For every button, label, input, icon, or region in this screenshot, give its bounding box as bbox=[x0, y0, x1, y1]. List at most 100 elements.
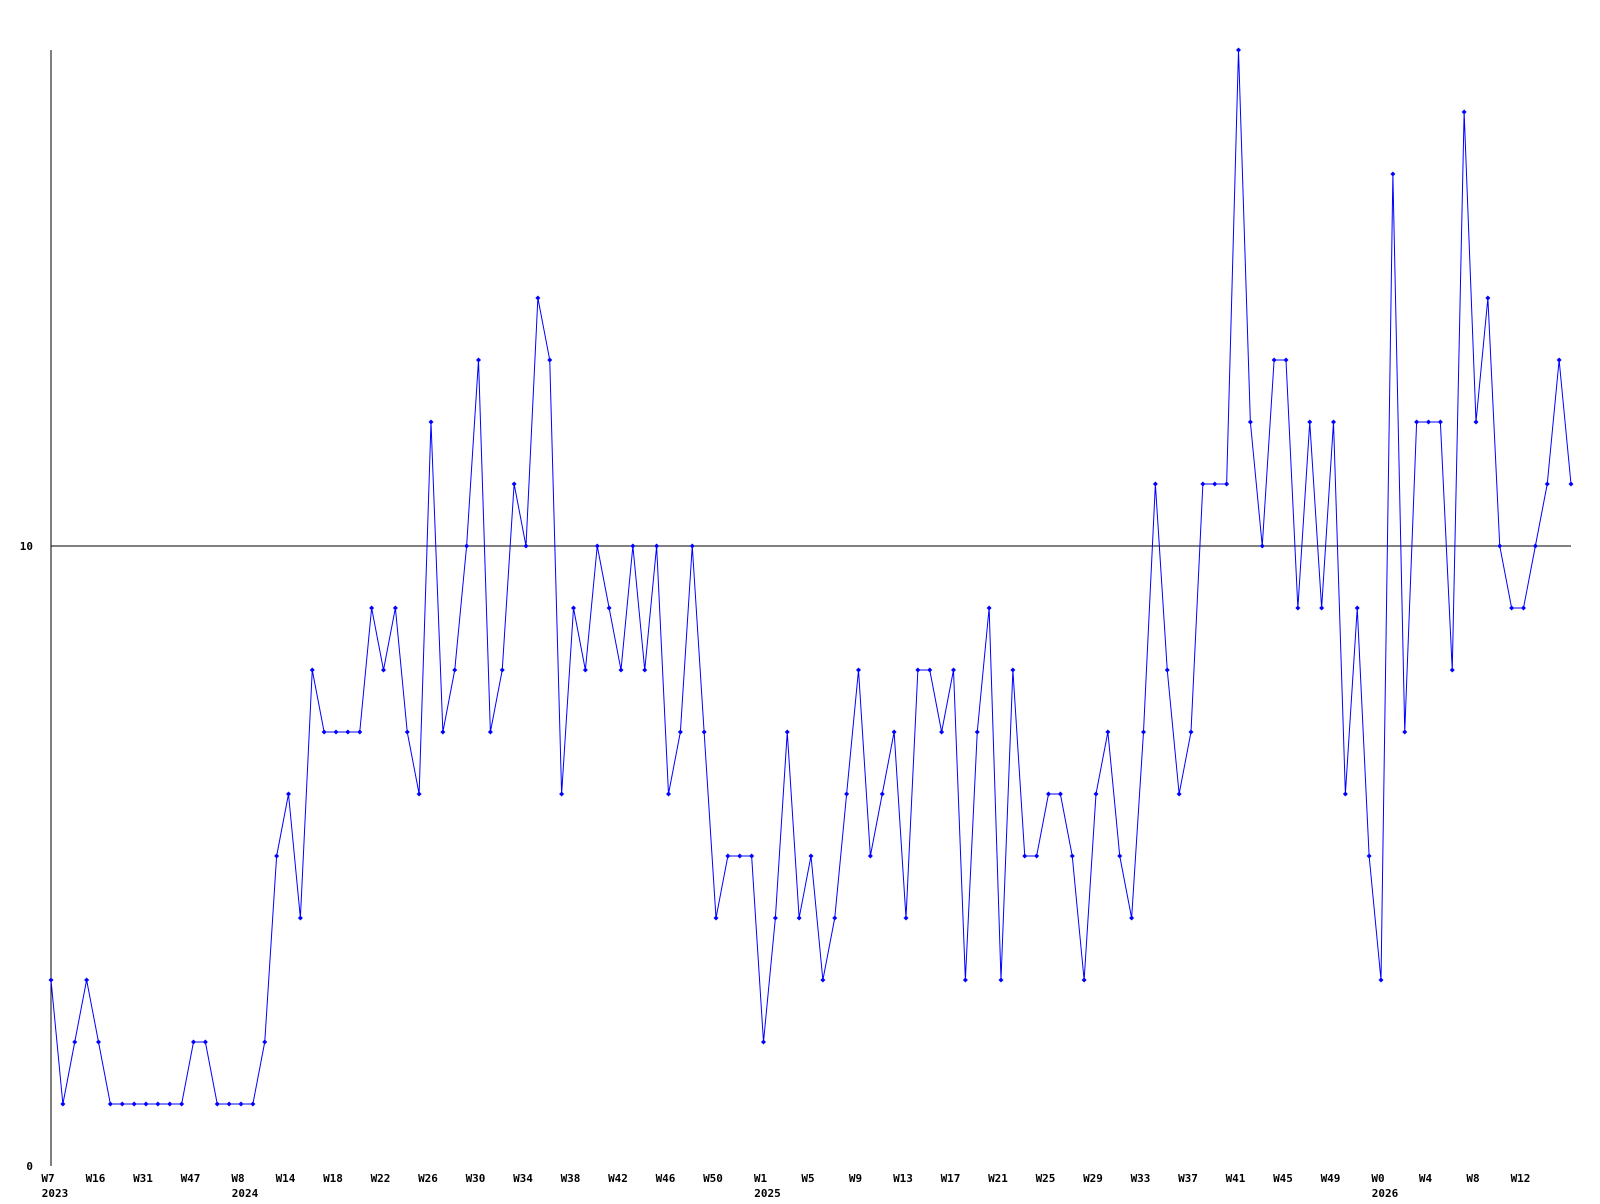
data-point bbox=[1437, 419, 1443, 425]
x-tick-label: W29 bbox=[1083, 1172, 1103, 1185]
x-tick-label: W12 bbox=[1511, 1172, 1531, 1185]
data-point bbox=[487, 729, 493, 735]
data-point bbox=[1532, 543, 1538, 549]
data-point bbox=[523, 543, 529, 549]
data-point bbox=[713, 915, 719, 921]
data-point bbox=[571, 605, 576, 611]
data-point bbox=[737, 853, 743, 859]
data-point bbox=[1414, 419, 1420, 425]
data-point bbox=[1081, 977, 1087, 983]
x-tick-label: W1 bbox=[754, 1172, 768, 1185]
data-point bbox=[1164, 667, 1170, 673]
data-point bbox=[131, 1101, 137, 1107]
data-point bbox=[666, 791, 671, 797]
data-point bbox=[749, 853, 755, 859]
data-point bbox=[1390, 171, 1396, 177]
data-point bbox=[962, 977, 968, 983]
x-tick-label: W0 bbox=[1371, 1172, 1384, 1185]
data-point bbox=[784, 729, 790, 735]
data-point bbox=[286, 791, 291, 797]
data-point bbox=[1426, 419, 1431, 425]
data-point bbox=[1271, 357, 1277, 363]
x-tick-label: W42 bbox=[608, 1172, 628, 1185]
data-point bbox=[179, 1101, 185, 1107]
data-point bbox=[1354, 605, 1360, 611]
data-point bbox=[1473, 419, 1479, 425]
data-point bbox=[321, 729, 327, 735]
data-point bbox=[1105, 729, 1111, 735]
data-point bbox=[476, 357, 481, 363]
data-point bbox=[915, 667, 921, 673]
x-tick-label: W9 bbox=[849, 1172, 862, 1185]
data-point bbox=[1295, 605, 1301, 611]
x-tick-label: W8 bbox=[231, 1172, 244, 1185]
x-year-label: 2024 bbox=[232, 1187, 259, 1200]
x-tick-label: W8 bbox=[1466, 1172, 1479, 1185]
data-point bbox=[832, 915, 838, 921]
data-point bbox=[1236, 47, 1241, 53]
data-point bbox=[392, 605, 398, 611]
x-tick-label: W30 bbox=[466, 1172, 486, 1185]
x-year-label: 2026 bbox=[1372, 1187, 1399, 1200]
data-point bbox=[1141, 729, 1146, 735]
data-point bbox=[535, 295, 541, 301]
data-point bbox=[677, 729, 683, 735]
data-point bbox=[1497, 543, 1503, 549]
data-point bbox=[606, 605, 612, 611]
data-point bbox=[1378, 977, 1384, 983]
x-tick-label: W18 bbox=[323, 1172, 343, 1185]
data-point bbox=[1212, 481, 1218, 487]
x-tick-label: W13 bbox=[893, 1172, 913, 1185]
data-point bbox=[84, 977, 90, 983]
x-tick-label: W4 bbox=[1419, 1172, 1433, 1185]
x-year-label: 2025 bbox=[754, 1187, 781, 1200]
data-point bbox=[381, 667, 386, 673]
x-tick-label: W33 bbox=[1131, 1172, 1151, 1185]
data-point bbox=[1366, 853, 1372, 859]
data-point bbox=[547, 357, 553, 363]
data-point bbox=[226, 1101, 232, 1107]
data-point bbox=[1224, 481, 1230, 487]
data-line bbox=[50, 49, 1572, 1105]
x-tick-label: W34 bbox=[513, 1172, 533, 1185]
x-tick-label: W25 bbox=[1036, 1172, 1056, 1185]
data-point bbox=[357, 729, 363, 735]
data-point bbox=[939, 729, 945, 735]
data-point bbox=[309, 667, 315, 673]
data-point bbox=[761, 1039, 766, 1045]
data-point bbox=[974, 729, 980, 735]
data-point bbox=[1057, 791, 1063, 797]
data-point bbox=[1544, 481, 1550, 487]
y-tick-label: 0 bbox=[26, 1160, 33, 1173]
data-point bbox=[1402, 729, 1408, 735]
data-point bbox=[1129, 915, 1135, 921]
data-point bbox=[1069, 853, 1075, 859]
data-point bbox=[1022, 853, 1028, 859]
x-tick-label: W17 bbox=[941, 1172, 961, 1185]
data-point bbox=[1283, 357, 1289, 363]
data-point bbox=[274, 853, 280, 859]
data-point bbox=[1200, 481, 1206, 487]
data-point bbox=[630, 543, 636, 549]
x-tick-label: W7 bbox=[41, 1172, 54, 1185]
data-point bbox=[891, 729, 897, 735]
data-point bbox=[511, 481, 517, 487]
x-tick-label: W26 bbox=[418, 1172, 438, 1185]
data-point bbox=[369, 605, 375, 611]
x-tick-label: W14 bbox=[276, 1172, 296, 1185]
data-point bbox=[879, 791, 885, 797]
data-point bbox=[1247, 419, 1253, 425]
x-tick-label: W47 bbox=[181, 1172, 201, 1185]
data-point bbox=[1461, 109, 1467, 115]
data-point bbox=[1117, 853, 1123, 859]
data-point bbox=[1034, 853, 1040, 859]
data-point bbox=[1521, 605, 1526, 611]
data-point bbox=[1046, 791, 1051, 797]
data-point bbox=[297, 915, 303, 921]
data-point bbox=[654, 543, 660, 549]
x-tick-label: W37 bbox=[1178, 1172, 1198, 1185]
x-tick-label: W31 bbox=[133, 1172, 153, 1185]
x-tick-label: W41 bbox=[1226, 1172, 1246, 1185]
data-point bbox=[1259, 543, 1265, 549]
